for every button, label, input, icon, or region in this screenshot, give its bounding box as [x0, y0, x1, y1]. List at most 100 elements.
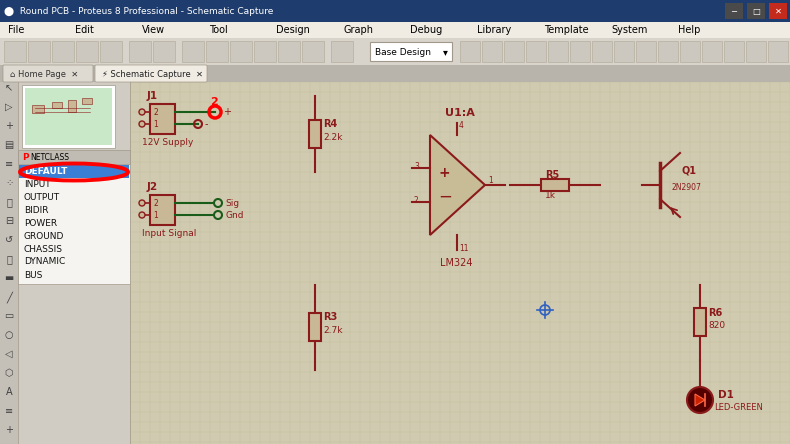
- Text: File: File: [8, 25, 24, 35]
- Bar: [309, 120, 321, 148]
- Bar: [52, 41, 74, 62]
- Text: ◁: ◁: [6, 349, 13, 359]
- Text: U1:A: U1:A: [445, 108, 475, 118]
- Text: 2: 2: [210, 97, 218, 107]
- Bar: [747, 3, 765, 19]
- Text: R5: R5: [545, 170, 559, 180]
- Text: DEFAULT: DEFAULT: [24, 166, 67, 175]
- Text: ✕: ✕: [774, 7, 781, 16]
- Text: +: +: [438, 166, 450, 180]
- Text: 2.7k: 2.7k: [323, 326, 343, 335]
- Text: Debug: Debug: [410, 25, 442, 35]
- Bar: [658, 41, 678, 62]
- Bar: [541, 179, 569, 191]
- Text: ⧉: ⧉: [6, 197, 12, 207]
- Text: Design: Design: [276, 25, 310, 35]
- Text: ▾: ▾: [443, 47, 448, 57]
- Text: 3: 3: [414, 162, 419, 170]
- Bar: [100, 41, 122, 62]
- Text: 4: 4: [459, 120, 464, 130]
- Text: BUS: BUS: [24, 270, 43, 280]
- Text: ⬤  Round PCB - Proteus 8 Professional - Schematic Capture: ⬤ Round PCB - Proteus 8 Professional - S…: [4, 6, 273, 16]
- Text: R4: R4: [323, 119, 337, 129]
- Bar: [548, 41, 568, 62]
- Text: 820: 820: [708, 321, 725, 330]
- Text: ▭: ▭: [5, 311, 13, 321]
- Bar: [18, 164, 130, 284]
- Text: View: View: [142, 25, 165, 35]
- Text: LED-GREEN: LED-GREEN: [714, 404, 763, 412]
- Bar: [206, 41, 228, 62]
- Text: ⊟: ⊟: [5, 216, 13, 226]
- Text: 2: 2: [153, 107, 158, 116]
- Text: 1: 1: [153, 119, 158, 128]
- Text: 2: 2: [153, 198, 158, 207]
- Text: ↺: ↺: [5, 235, 13, 245]
- Bar: [331, 41, 353, 62]
- Text: ─: ─: [732, 7, 736, 16]
- Bar: [130, 82, 790, 444]
- Bar: [52, 102, 62, 108]
- Text: ≡: ≡: [5, 159, 13, 169]
- Text: System: System: [611, 25, 647, 35]
- Text: 1k: 1k: [545, 190, 556, 199]
- Bar: [702, 41, 722, 62]
- Circle shape: [139, 109, 145, 115]
- FancyBboxPatch shape: [3, 65, 93, 82]
- Text: Template: Template: [544, 25, 589, 35]
- Bar: [129, 41, 151, 62]
- Text: LM324: LM324: [440, 258, 472, 268]
- Text: 2.2k: 2.2k: [323, 132, 342, 142]
- Text: ▬: ▬: [5, 273, 13, 283]
- Bar: [150, 104, 175, 134]
- Bar: [153, 41, 175, 62]
- Text: ↖: ↖: [5, 83, 13, 93]
- Circle shape: [139, 121, 145, 127]
- Bar: [309, 313, 321, 341]
- Circle shape: [139, 200, 145, 206]
- Circle shape: [214, 199, 222, 207]
- Text: ▤: ▤: [5, 140, 13, 150]
- Text: □: □: [752, 7, 760, 16]
- Bar: [22, 85, 115, 148]
- Bar: [302, 41, 324, 62]
- Text: ⁘: ⁘: [5, 178, 13, 188]
- Bar: [636, 41, 656, 62]
- Bar: [570, 41, 590, 62]
- Text: P: P: [22, 152, 28, 162]
- Text: D1: D1: [718, 390, 734, 400]
- Bar: [0, 82, 18, 444]
- Bar: [182, 41, 204, 62]
- Text: Tool: Tool: [209, 25, 228, 35]
- Bar: [25, 88, 112, 145]
- Text: NETCLASS: NETCLASS: [30, 152, 69, 162]
- Bar: [82, 98, 92, 104]
- Text: Q1: Q1: [682, 165, 697, 175]
- Text: GROUND: GROUND: [24, 231, 64, 241]
- Text: A: A: [6, 387, 13, 397]
- Text: ⌂ Home Page  ✕: ⌂ Home Page ✕: [10, 70, 78, 79]
- Text: Input Signal: Input Signal: [142, 229, 197, 238]
- Bar: [0, 38, 790, 65]
- Text: R6: R6: [708, 308, 722, 317]
- Polygon shape: [430, 135, 485, 235]
- Bar: [18, 82, 130, 444]
- Bar: [0, 65, 790, 82]
- Bar: [725, 3, 743, 19]
- Text: 2N2907: 2N2907: [672, 182, 702, 191]
- Circle shape: [687, 387, 713, 413]
- Text: −: −: [438, 188, 452, 206]
- Bar: [460, 41, 480, 62]
- Bar: [254, 41, 276, 62]
- Text: Gnd: Gnd: [225, 210, 243, 219]
- Bar: [4, 41, 26, 62]
- Text: Sig: Sig: [225, 198, 239, 207]
- Bar: [592, 41, 612, 62]
- Text: ⬡: ⬡: [5, 368, 13, 378]
- Text: OUTPUT: OUTPUT: [24, 193, 60, 202]
- Bar: [150, 195, 175, 225]
- Text: Base Design: Base Design: [375, 48, 431, 56]
- Text: POWER: POWER: [24, 218, 57, 227]
- Bar: [614, 41, 634, 62]
- Text: -: -: [205, 119, 209, 129]
